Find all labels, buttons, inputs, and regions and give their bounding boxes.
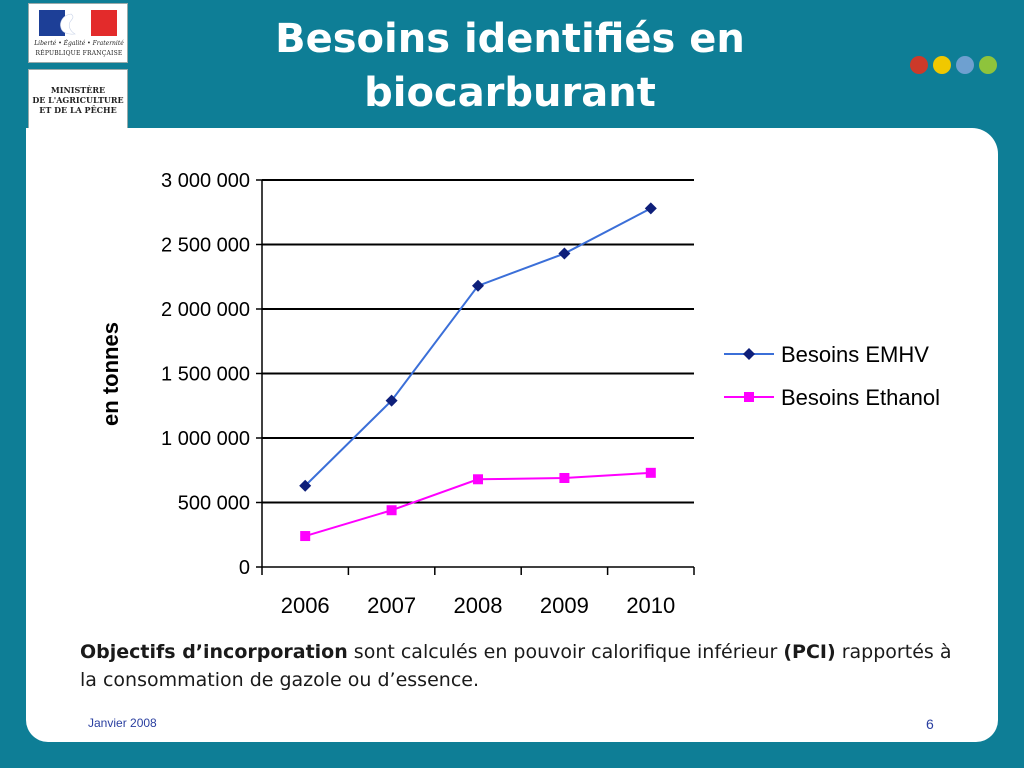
data-point <box>558 247 571 260</box>
data-point <box>385 394 398 407</box>
dot-blue <box>956 56 974 74</box>
data-point <box>559 472 570 483</box>
x-tick-labels: 2006 2007 2008 2009 2010 <box>281 593 676 618</box>
x-tick-label: 2009 <box>540 593 589 618</box>
caption-text: Objectifs d’incorporation sont calculés … <box>80 638 960 694</box>
caption-text-2: rapportés à la consommation de gazole ou… <box>80 641 952 691</box>
content-panel-corner <box>26 128 146 158</box>
marianne-icon <box>60 13 76 35</box>
y-tick-label: 1 000 000 <box>161 428 250 450</box>
chart-axes <box>256 179 695 575</box>
chart-legend: Besoins EMHV Besoins Ethanol <box>724 342 940 410</box>
caption-text-1: sont calculés en pouvoir calorifique inf… <box>347 641 784 663</box>
flag-red-band <box>91 10 117 36</box>
slide-title-line-1: Besoins identifiés en <box>275 16 745 62</box>
content-panel <box>26 128 998 742</box>
republique-logo: Liberté • Égalité • Fraternité RÉPUBLIQU… <box>28 3 128 63</box>
caption-bold-2: (PCI) <box>783 641 836 663</box>
legend-marker <box>743 348 755 360</box>
data-point <box>300 531 311 542</box>
caption-bold-1: Objectifs d’incorporation <box>80 641 348 663</box>
slide-title-line-2: biocarburant <box>364 70 656 116</box>
y-tick-label: 500 000 <box>178 493 250 515</box>
x-tick-label: 2008 <box>454 593 503 618</box>
footer-date: Janvier 2008 <box>88 716 157 730</box>
legend-label: Besoins Ethanol <box>781 385 940 410</box>
y-tick-label: 2 500 000 <box>161 235 250 257</box>
ministry-line-3: ET DE LA PÊCHE <box>39 105 117 115</box>
dot-red <box>910 56 928 74</box>
data-point <box>472 279 484 292</box>
ministry-logo: Liberté • Égalité • Fraternité RÉPUBLIQU… <box>28 3 128 131</box>
page-number: 6 <box>926 716 934 732</box>
ministry-line-1: MINISTÈRE <box>50 85 106 95</box>
dot-green <box>979 56 997 74</box>
y-tick-label: 3 000 000 <box>161 170 250 192</box>
chart-series <box>299 202 657 542</box>
y-tick-label: 2 000 000 <box>161 299 250 321</box>
data-point <box>299 479 312 492</box>
y-tick-label: 0 <box>239 557 250 579</box>
data-point <box>386 505 397 516</box>
decorative-dots <box>910 56 997 74</box>
slide-title: Besoins identifiés en biocarburant <box>190 12 830 120</box>
motto-text: Liberté • Égalité • Fraternité <box>34 40 124 47</box>
flag-icon <box>39 10 117 36</box>
ministry-line-2: DE L'AGRICULTURE <box>32 95 124 105</box>
y-axis-label: en tonnes <box>98 322 123 426</box>
series-line-0 <box>304 207 652 487</box>
legend-label: Besoins EMHV <box>781 342 929 367</box>
dot-yellow <box>933 56 951 74</box>
data-point <box>645 467 656 478</box>
data-point <box>473 474 483 485</box>
x-tick-label: 2006 <box>281 593 330 618</box>
y-tick-label: 1 500 000 <box>161 364 250 386</box>
y-tick-labels: 0 500 000 1 000 000 1 500 000 2 000 000 2 500… <box>161 170 250 579</box>
x-tick-label: 2007 <box>367 593 416 618</box>
x-tick-label: 2010 <box>626 593 675 618</box>
legend-marker <box>744 392 754 402</box>
data-point <box>644 202 657 215</box>
republique-text: RÉPUBLIQUE FRANÇAISE <box>35 50 123 57</box>
chart-gridlines <box>262 179 694 504</box>
